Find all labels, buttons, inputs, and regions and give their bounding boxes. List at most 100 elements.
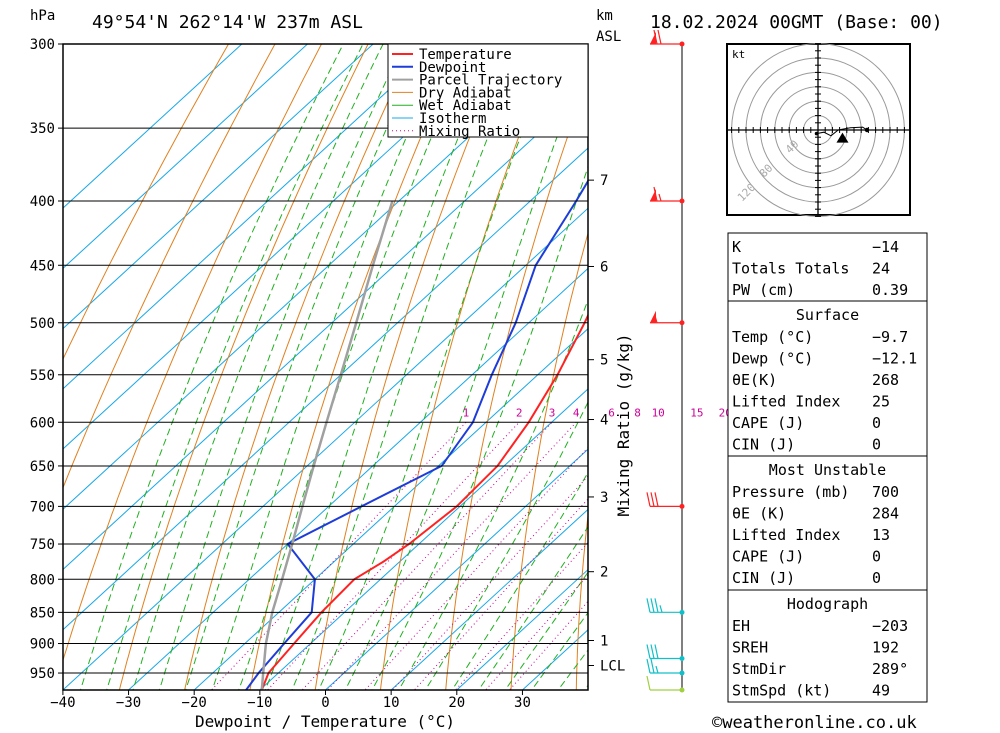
index-value: 49	[872, 682, 890, 700]
index-value: 0.39	[872, 281, 908, 299]
index-row: PW (cm) 0.39	[732, 281, 908, 299]
isotherm-line	[63, 44, 309, 269]
index-value: 284	[872, 505, 899, 523]
temperature-tick-label: 10	[383, 695, 400, 711]
general-indices-box	[727, 232, 928, 302]
dry-adiabat-line	[996, 26, 1000, 696]
wind-barb-dot	[679, 41, 685, 47]
wet-adiabat-line	[291, 44, 526, 690]
index-value: 700	[872, 483, 899, 501]
index-row: CIN (J) 0	[732, 436, 881, 454]
height-axis: 7 6 5 4 3 2 1 LCL	[588, 173, 625, 675]
wind-barb-flag	[650, 310, 656, 323]
mixing-ratio-line	[327, 421, 577, 690]
isotherm-line	[259, 388, 588, 690]
wind-barb-half-feather	[654, 315, 658, 323]
index-row: Totals Totals 24	[732, 260, 890, 278]
wind-barb-feather	[646, 598, 651, 613]
wind-barb-feather	[653, 29, 658, 45]
pressure-tick-label: 850	[30, 605, 55, 621]
height-tick-label: 7	[600, 173, 608, 189]
legend-entry: Wet Adiabat	[419, 98, 512, 114]
wet-adiabat-line	[451, 471, 588, 690]
height-tick-label: 1	[600, 633, 608, 649]
wind-barb-feather	[646, 658, 651, 674]
isotherm-line	[456, 568, 588, 690]
pressure-tick-label: 450	[30, 258, 55, 274]
dry-adiabat-line	[941, 26, 977, 696]
wind-barb-dot	[679, 655, 685, 661]
dry-adiabat-line	[63, 44, 323, 662]
wet-adiabat-line	[132, 44, 384, 690]
legend-entry: Isotherm	[419, 111, 486, 127]
wind-barb-feather	[653, 186, 658, 202]
index-value: 0	[872, 569, 881, 587]
temperature-tick-label: 20	[448, 695, 465, 711]
index-label: CIN (J)	[732, 436, 795, 454]
temperature-tick-label: 0	[321, 695, 329, 711]
mixing-ratio-line	[391, 475, 588, 690]
dry-adiabat-line	[118, 44, 369, 690]
wet-adiabat-line	[371, 165, 588, 690]
wind-barb-dot	[679, 320, 685, 326]
x-axis-label: Dewpoint / Temperature (°C)	[195, 712, 455, 731]
mixing-ratio-line	[301, 421, 553, 690]
index-label: Totals Totals	[732, 260, 849, 278]
wind-barb-feather	[654, 644, 659, 659]
index-label: K	[732, 238, 741, 256]
temperature-line	[260, 313, 588, 690]
index-label: CAPE (J)	[732, 548, 804, 566]
wet-adiabat-line	[106, 44, 364, 690]
mixing-ratio-label: 10	[652, 406, 665, 419]
hodograph-section-title: Hodograph	[787, 595, 868, 613]
wet-adiabat-line	[504, 571, 588, 690]
index-row: SREH 192	[732, 639, 899, 657]
wet-adiabat-line	[318, 44, 558, 690]
wind-barb-dot	[679, 609, 685, 615]
wind-barb-half-feather	[658, 193, 662, 202]
index-label: PW (cm)	[732, 281, 795, 299]
index-row: CIN (J) 0	[732, 569, 881, 587]
wind-barb-feather	[650, 492, 655, 507]
dry-adiabat-line	[379, 44, 555, 690]
most-unstable-section-title: Most Unstable	[769, 461, 886, 479]
mixing-ratio-label: 6	[608, 406, 615, 419]
legend-entry: Dry Adiabat	[419, 85, 512, 101]
wind-barb-half-feather	[659, 605, 663, 613]
wind-barb	[646, 598, 685, 615]
mixing-ratio-label: 15	[690, 406, 703, 419]
mixing-ratio-labels: 12346810152025	[463, 406, 755, 419]
pressure-axis: 300 350 400 450 500 550 600 650 700 750 800 850 900 9…	[30, 37, 588, 682]
credit-text: ©weatheronline.co.uk	[712, 713, 917, 733]
wind-barb	[650, 186, 685, 204]
pressure-tick-label: 700	[30, 499, 55, 515]
isotherm-line	[63, 44, 243, 209]
pressure-tick-label: 600	[30, 415, 55, 431]
dry-adiabat-line	[575, 511, 588, 690]
isotherm-line	[63, 44, 374, 330]
surface-section-title: Surface	[796, 306, 859, 324]
index-label: EH	[732, 617, 750, 635]
wet-adiabat-line	[158, 44, 405, 690]
legend-entry: Dewpoint	[419, 60, 486, 76]
wind-barb-feather	[650, 598, 655, 613]
index-row: CAPE (J) 0	[732, 414, 881, 432]
height-tick-label: 6	[600, 259, 608, 275]
hodograph-unit: kt	[732, 48, 745, 61]
index-row: K −14	[732, 238, 899, 256]
pressure-tick-label: 750	[30, 537, 55, 553]
pressure-tick-label: 950	[30, 666, 55, 682]
mixing-ratio-label: 4	[573, 406, 580, 419]
index-label: θE (K)	[732, 505, 786, 523]
index-value: −9.7	[872, 328, 908, 346]
wind-barb-feather	[646, 644, 651, 659]
index-value: 24	[872, 260, 890, 278]
index-value: 289°	[872, 660, 908, 678]
mixing-ratio-line	[210, 421, 467, 690]
wind-barb-dot	[679, 687, 685, 693]
wet-adiabat-line	[211, 44, 449, 690]
most-unstable-box	[727, 455, 928, 591]
pressure-tick-label: 800	[30, 572, 55, 588]
pressure-tick-label: 400	[30, 194, 55, 210]
index-value: −14	[872, 238, 899, 256]
